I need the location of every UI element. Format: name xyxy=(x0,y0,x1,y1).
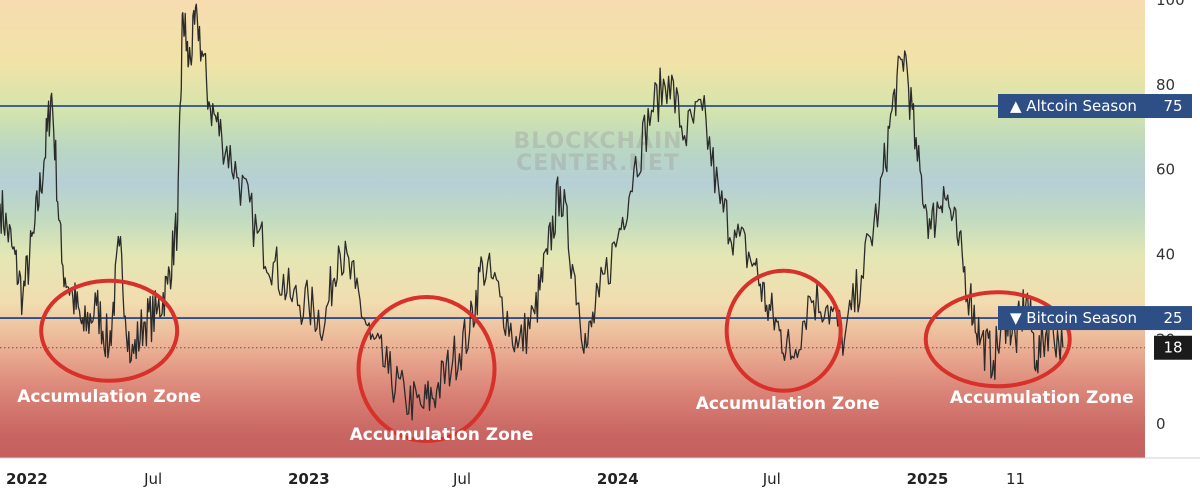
y-tick-80: 80 xyxy=(1156,76,1175,94)
season-value-1: 25 xyxy=(1163,309,1182,327)
accumulation-zone-label-1: Accumulation Zone xyxy=(350,425,534,445)
watermark: BLOCKCHAIN CENTER.NET xyxy=(513,129,682,176)
season-label-1: ▼ Bitcoin Season xyxy=(1010,309,1137,327)
season-label-0: ▲ Altcoin Season xyxy=(1010,97,1137,115)
season-value-0: 75 xyxy=(1163,97,1182,115)
accumulation-zone-label-0: Accumulation Zone xyxy=(17,387,201,407)
accumulation-zone-label-2: Accumulation Zone xyxy=(696,394,880,414)
x-tick-4: 2024 xyxy=(597,470,639,488)
y-axis-panel xyxy=(1145,0,1200,458)
y-tick-0: 0 xyxy=(1156,415,1166,433)
x-tick-1: Jul xyxy=(143,470,162,488)
accumulation-zone-label-3: Accumulation Zone xyxy=(950,388,1134,408)
y-tick-100: 100 xyxy=(1156,0,1185,9)
watermark-line-2: CENTER.NET xyxy=(516,151,680,176)
y-tick-40: 40 xyxy=(1156,245,1175,263)
x-tick-0: 2022 xyxy=(6,470,48,488)
x-tick-5: Jul xyxy=(762,470,781,488)
x-tick-6: 2025 xyxy=(907,470,949,488)
current-value-label: 18 xyxy=(1163,339,1182,357)
x-tick-3: Jul xyxy=(452,470,471,488)
x-tick-2: 2023 xyxy=(288,470,330,488)
y-tick-60: 60 xyxy=(1156,161,1175,179)
x-tick-7: 11 xyxy=(1006,470,1025,488)
